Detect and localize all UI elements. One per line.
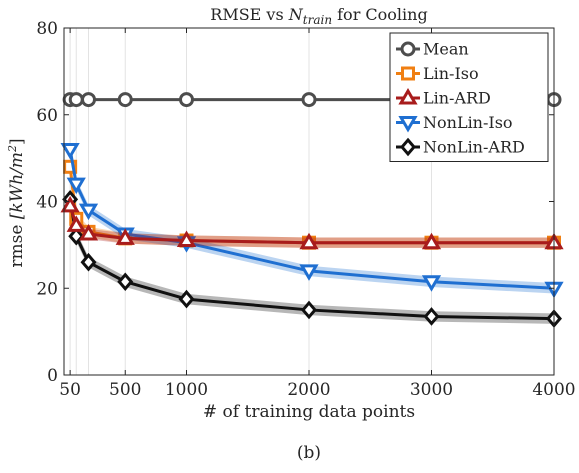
y-tick-label: 80	[36, 19, 58, 39]
data-point-marker	[423, 307, 440, 326]
data-point-marker	[301, 300, 317, 320]
data-point-marker	[60, 142, 80, 160]
legend-item: Mean	[396, 40, 469, 59]
data-point-marker	[81, 92, 96, 108]
data-point-marker	[299, 232, 319, 250]
data-point-marker	[117, 272, 134, 292]
legend-swatch-marker	[398, 88, 418, 105]
series-lin-ard	[60, 195, 564, 250]
legend-swatch-marker	[401, 66, 415, 81]
legend-swatch-marker	[400, 41, 416, 57]
series-nonlin-ard	[62, 190, 562, 328]
y-tick-label: 20	[36, 279, 58, 299]
y-tick-label: 0	[47, 366, 58, 386]
data-point-marker	[68, 92, 84, 108]
legend-swatch-marker	[398, 116, 418, 133]
legend-label: Lin-ARD	[423, 89, 491, 108]
figure-caption: (b)	[297, 443, 321, 463]
legend-item: Lin-ARD	[396, 88, 491, 108]
data-point-marker	[63, 159, 78, 174]
legend-label: Lin-Iso	[423, 64, 479, 83]
legend-item: Lin-Iso	[396, 64, 479, 83]
legend-label: NonLin-ARD	[423, 138, 525, 157]
data-point-marker	[78, 203, 99, 221]
legend-item: NonLin-ARD	[396, 138, 525, 157]
x-axis-label: # of training data points	[203, 402, 415, 422]
series-uncertainty-band	[70, 200, 554, 248]
x-tick-label: 500	[109, 380, 141, 400]
axis-ticks: 50 500 1000 2000 3000 4000 0 20 40 60 80	[36, 19, 575, 400]
x-tick-label: 3000	[410, 380, 453, 400]
x-tick-label: 2000	[287, 380, 330, 400]
y-tick-label: 40	[36, 193, 58, 213]
y-tick-label: 60	[36, 106, 58, 126]
data-point-marker	[301, 92, 317, 108]
x-tick-label: 1000	[165, 380, 208, 400]
x-tick-label: 4000	[532, 380, 575, 400]
data-point-marker	[421, 232, 442, 250]
legend-label: Mean	[423, 40, 469, 59]
data-point-marker	[60, 195, 80, 213]
legend-label: NonLin-Iso	[423, 113, 513, 132]
data-point-marker	[179, 92, 194, 108]
data-point-marker	[117, 92, 133, 108]
data-point-marker	[78, 224, 99, 241]
data-point-marker	[80, 252, 97, 272]
legend: Mean Lin-Iso Lin-ARD NonLin-Iso NonLin-ARD	[389, 32, 549, 162]
data-point-marker	[68, 226, 85, 246]
series-layer	[60, 92, 564, 328]
data-point-marker	[66, 177, 86, 195]
data-point-marker	[421, 275, 442, 292]
x-tick-label: 50	[59, 380, 81, 400]
data-point-marker	[115, 228, 135, 245]
legend-swatch-marker	[400, 137, 416, 157]
legend-item: NonLin-Iso	[396, 113, 513, 133]
data-point-marker	[178, 289, 195, 309]
y-axis-label: rmse [kWh/m2]	[6, 138, 27, 267]
data-point-marker	[176, 230, 197, 248]
chart-title: RMSE vs Ntrain for Cooling	[210, 5, 427, 27]
data-point-marker	[299, 264, 319, 281]
data-point-marker	[66, 215, 86, 232]
